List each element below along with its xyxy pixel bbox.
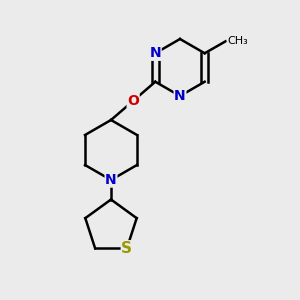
Text: N: N [105,173,117,187]
Text: N: N [174,89,186,103]
Text: O: O [127,94,139,108]
Text: N: N [149,46,161,60]
Text: S: S [122,241,132,256]
Text: CH₃: CH₃ [227,36,248,46]
